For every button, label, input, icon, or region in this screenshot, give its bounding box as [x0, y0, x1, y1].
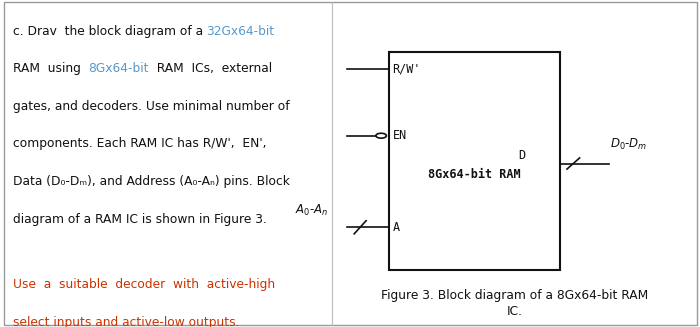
Bar	[389, 52, 560, 270]
Text: 32Gx64-bit: 32Gx64-bit	[206, 25, 274, 38]
Text: RAM  ICs,  external: RAM ICs, external	[148, 62, 272, 75]
Text: 8Gx64-bit RAM: 8Gx64-bit RAM	[428, 168, 521, 181]
Text: c. Drav  the block diagram of a: c. Drav the block diagram of a	[13, 25, 206, 38]
Text: R/W': R/W'	[392, 62, 421, 75]
Text: Figure 3. Block diagram of a 8Gx64-bit RAM: Figure 3. Block diagram of a 8Gx64-bit R…	[381, 289, 648, 302]
Text: components. Each RAM IC has R/W',  EN',: components. Each RAM IC has R/W', EN',	[13, 137, 266, 150]
Text: Use  a  suitable  decoder  with  active-high: Use a suitable decoder with active-high	[13, 278, 274, 291]
Text: RAM  using: RAM using	[13, 62, 88, 75]
Text: EN: EN	[393, 129, 407, 142]
Text: IC.: IC.	[507, 305, 522, 318]
Circle shape	[376, 133, 386, 138]
Text: 8Gx64-bit: 8Gx64-bit	[88, 62, 148, 75]
Text: $D_0$-$D_m$: $D_0$-$D_m$	[610, 137, 648, 152]
Text: gates, and decoders. Use minimal number of: gates, and decoders. Use minimal number …	[13, 100, 289, 113]
Text: diagram of a RAM IC is shown in Figure 3.: diagram of a RAM IC is shown in Figure 3…	[13, 213, 267, 226]
Text: D: D	[518, 149, 525, 162]
Text: Data (D₀-Dₘ), and Address (A₀-Aₙ) pins. Block: Data (D₀-Dₘ), and Address (A₀-Aₙ) pins. …	[13, 175, 290, 188]
Text: $A_0$-$A_n$: $A_0$-$A_n$	[295, 203, 328, 218]
Text: select inputs and active-low outputs.: select inputs and active-low outputs.	[13, 316, 239, 327]
Text: A: A	[393, 221, 400, 234]
